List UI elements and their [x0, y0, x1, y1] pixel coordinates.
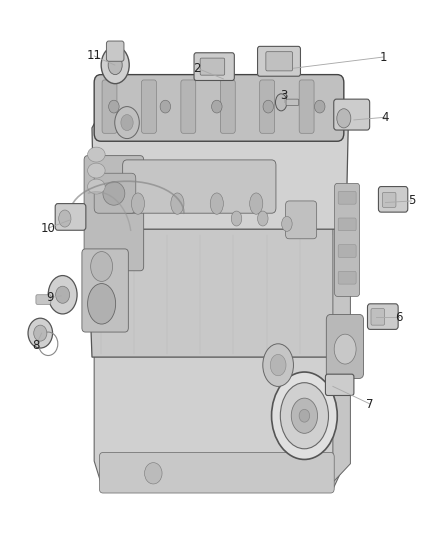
FancyBboxPatch shape	[378, 187, 408, 212]
FancyBboxPatch shape	[334, 99, 370, 130]
FancyBboxPatch shape	[106, 41, 124, 61]
FancyBboxPatch shape	[94, 75, 344, 141]
FancyBboxPatch shape	[338, 271, 356, 284]
FancyBboxPatch shape	[325, 374, 354, 395]
FancyBboxPatch shape	[338, 191, 356, 204]
Ellipse shape	[131, 193, 145, 214]
FancyBboxPatch shape	[102, 80, 117, 133]
Ellipse shape	[108, 55, 122, 75]
FancyBboxPatch shape	[94, 173, 136, 213]
FancyBboxPatch shape	[181, 80, 196, 133]
Ellipse shape	[231, 211, 242, 226]
Ellipse shape	[210, 193, 223, 214]
Ellipse shape	[145, 463, 162, 484]
FancyBboxPatch shape	[286, 99, 299, 106]
FancyBboxPatch shape	[194, 53, 234, 80]
Ellipse shape	[56, 286, 70, 303]
FancyBboxPatch shape	[326, 314, 364, 378]
FancyBboxPatch shape	[258, 46, 300, 76]
Ellipse shape	[121, 115, 133, 131]
Text: 6: 6	[395, 311, 403, 324]
Polygon shape	[94, 352, 346, 489]
Ellipse shape	[337, 109, 351, 128]
Ellipse shape	[272, 372, 337, 459]
Ellipse shape	[115, 107, 139, 139]
Ellipse shape	[334, 334, 356, 364]
Text: 3: 3	[280, 90, 287, 102]
Text: 5: 5	[408, 195, 415, 207]
FancyBboxPatch shape	[286, 201, 317, 239]
FancyBboxPatch shape	[335, 183, 360, 296]
Ellipse shape	[28, 318, 53, 348]
Ellipse shape	[109, 100, 119, 113]
FancyBboxPatch shape	[299, 80, 314, 133]
Ellipse shape	[160, 100, 170, 113]
Text: 11: 11	[87, 50, 102, 62]
FancyBboxPatch shape	[99, 453, 334, 493]
FancyBboxPatch shape	[36, 295, 51, 304]
Ellipse shape	[59, 210, 71, 227]
FancyBboxPatch shape	[367, 304, 398, 329]
FancyBboxPatch shape	[123, 160, 276, 213]
FancyBboxPatch shape	[84, 156, 144, 271]
Ellipse shape	[299, 409, 310, 422]
FancyBboxPatch shape	[200, 58, 225, 75]
Ellipse shape	[314, 100, 325, 113]
Ellipse shape	[212, 100, 222, 113]
Polygon shape	[92, 120, 348, 229]
Ellipse shape	[88, 284, 116, 324]
Ellipse shape	[270, 354, 286, 376]
Text: 7: 7	[366, 398, 374, 410]
Text: 8: 8	[32, 339, 39, 352]
Text: 1: 1	[379, 51, 387, 63]
Ellipse shape	[103, 182, 125, 205]
FancyBboxPatch shape	[82, 249, 128, 332]
Text: 2: 2	[193, 62, 201, 75]
FancyBboxPatch shape	[338, 245, 356, 257]
FancyBboxPatch shape	[260, 80, 275, 133]
Text: 4: 4	[381, 111, 389, 124]
Text: 10: 10	[41, 222, 56, 235]
Polygon shape	[333, 224, 350, 482]
Ellipse shape	[291, 398, 318, 433]
FancyBboxPatch shape	[220, 80, 235, 133]
Ellipse shape	[263, 344, 293, 386]
FancyBboxPatch shape	[81, 61, 355, 498]
FancyBboxPatch shape	[338, 218, 356, 231]
FancyBboxPatch shape	[141, 80, 156, 133]
Ellipse shape	[250, 193, 263, 214]
Ellipse shape	[34, 325, 47, 341]
Ellipse shape	[171, 193, 184, 214]
Ellipse shape	[280, 383, 328, 449]
Ellipse shape	[88, 179, 105, 194]
Polygon shape	[88, 224, 350, 357]
Text: 9: 9	[46, 291, 54, 304]
Ellipse shape	[263, 100, 273, 113]
FancyBboxPatch shape	[371, 309, 385, 325]
FancyBboxPatch shape	[55, 204, 86, 230]
FancyBboxPatch shape	[266, 52, 293, 71]
Ellipse shape	[276, 94, 287, 111]
Ellipse shape	[88, 163, 105, 178]
Ellipse shape	[258, 211, 268, 226]
Ellipse shape	[91, 252, 113, 281]
FancyBboxPatch shape	[382, 192, 396, 207]
Ellipse shape	[88, 147, 105, 162]
Ellipse shape	[101, 46, 129, 84]
Ellipse shape	[282, 216, 292, 231]
Ellipse shape	[48, 276, 77, 314]
